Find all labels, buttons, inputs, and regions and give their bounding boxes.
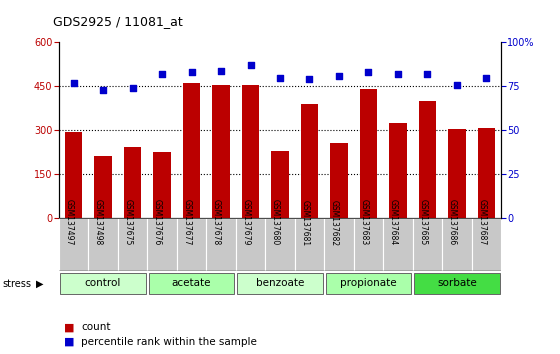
Text: GSM137684: GSM137684 xyxy=(389,200,398,246)
FancyBboxPatch shape xyxy=(149,273,234,295)
Bar xyxy=(88,218,118,271)
Text: count: count xyxy=(81,322,111,332)
Point xyxy=(305,76,314,82)
Bar xyxy=(118,218,147,271)
Bar xyxy=(324,218,354,271)
FancyBboxPatch shape xyxy=(326,273,411,295)
Bar xyxy=(472,218,501,271)
Text: control: control xyxy=(85,278,121,288)
Point xyxy=(246,62,255,68)
Bar xyxy=(383,218,413,271)
Point xyxy=(69,80,78,86)
Point xyxy=(364,69,373,75)
Bar xyxy=(147,218,177,271)
FancyBboxPatch shape xyxy=(60,273,146,295)
Point xyxy=(482,75,491,80)
Text: ▶: ▶ xyxy=(36,279,44,289)
Point xyxy=(187,69,196,75)
Bar xyxy=(94,156,112,218)
Bar xyxy=(295,218,324,271)
Point xyxy=(157,71,166,77)
Bar xyxy=(389,123,407,218)
Bar xyxy=(360,89,377,218)
Point xyxy=(217,68,226,73)
Text: GSM137680: GSM137680 xyxy=(271,200,280,246)
Bar xyxy=(153,152,171,218)
Text: GSM137677: GSM137677 xyxy=(183,199,192,246)
Bar xyxy=(236,218,265,271)
Text: ■: ■ xyxy=(64,322,75,332)
FancyBboxPatch shape xyxy=(414,273,500,295)
Text: benzoate: benzoate xyxy=(256,278,304,288)
Text: GSM137498: GSM137498 xyxy=(94,200,103,246)
Bar xyxy=(65,132,82,218)
Text: GDS2925 / 11081_at: GDS2925 / 11081_at xyxy=(53,15,183,28)
Bar xyxy=(265,218,295,271)
Bar xyxy=(419,101,436,218)
Bar xyxy=(448,129,466,218)
Point xyxy=(99,87,108,93)
Bar xyxy=(354,218,383,271)
Text: GSM137678: GSM137678 xyxy=(212,200,221,246)
Bar xyxy=(330,143,348,218)
Text: GSM137687: GSM137687 xyxy=(478,200,487,246)
Text: percentile rank within the sample: percentile rank within the sample xyxy=(81,337,257,347)
Text: GSM137683: GSM137683 xyxy=(360,200,368,246)
FancyBboxPatch shape xyxy=(237,273,323,295)
Text: GSM137676: GSM137676 xyxy=(153,199,162,246)
Bar xyxy=(206,218,236,271)
Text: GSM137679: GSM137679 xyxy=(241,199,250,246)
Text: GSM137675: GSM137675 xyxy=(124,199,133,246)
Bar xyxy=(212,85,230,218)
Bar xyxy=(59,218,88,271)
Text: GSM137681: GSM137681 xyxy=(301,200,310,246)
Bar xyxy=(242,85,259,218)
Bar xyxy=(413,218,442,271)
Text: GSM137686: GSM137686 xyxy=(448,200,457,246)
Point xyxy=(276,75,284,80)
Text: ■: ■ xyxy=(64,337,75,347)
Bar xyxy=(301,104,318,218)
Point xyxy=(423,71,432,77)
Bar xyxy=(177,218,206,271)
Point xyxy=(334,73,343,79)
Bar xyxy=(478,128,495,218)
Point xyxy=(452,82,461,87)
Point xyxy=(394,71,403,77)
Text: sorbate: sorbate xyxy=(437,278,477,288)
Text: acetate: acetate xyxy=(172,278,211,288)
Bar xyxy=(183,84,200,218)
Text: GSM137685: GSM137685 xyxy=(418,200,427,246)
Bar xyxy=(442,218,472,271)
Point xyxy=(128,85,137,91)
Text: propionate: propionate xyxy=(340,278,397,288)
Bar xyxy=(271,151,289,218)
Text: GSM137497: GSM137497 xyxy=(64,199,73,246)
Text: stress: stress xyxy=(3,279,32,289)
Bar xyxy=(124,147,141,218)
Text: GSM137682: GSM137682 xyxy=(330,200,339,246)
